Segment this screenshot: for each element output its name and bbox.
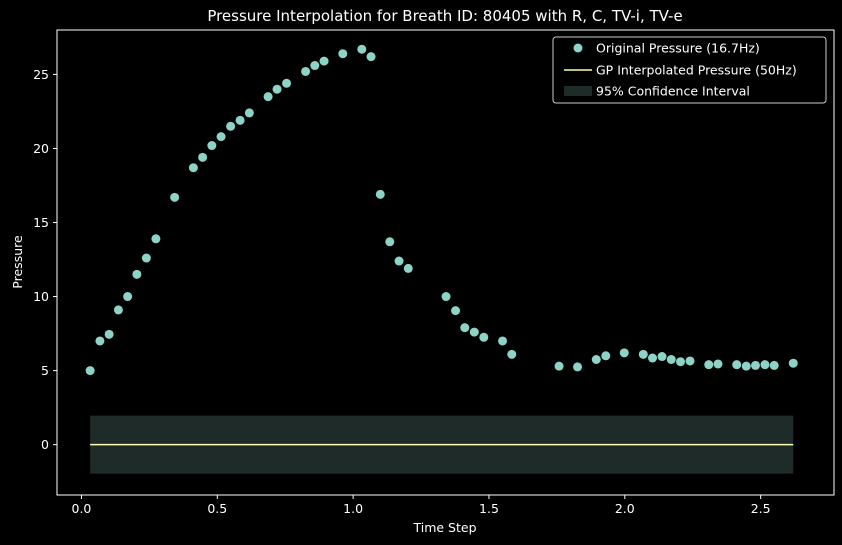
data-point (123, 292, 133, 302)
chart-title: Pressure Interpolation for Breath ID: 80… (207, 7, 682, 25)
data-point (85, 366, 95, 376)
data-point (760, 360, 770, 370)
x-tick-label: 0.0 (72, 501, 92, 516)
y-axis: 0 5 10 15 20 25 (33, 67, 57, 452)
data-point (385, 237, 395, 247)
data-point (226, 121, 236, 131)
data-point (141, 253, 151, 263)
data-point (741, 361, 751, 371)
data-point (95, 336, 105, 346)
data-point (685, 356, 695, 366)
legend: Original Pressure (16.7Hz) GP Interpolat… (552, 36, 827, 104)
data-point (403, 263, 413, 273)
data-point (263, 92, 273, 102)
data-point (788, 358, 798, 368)
legend-label-ci: 95% Confidence Interval (596, 84, 750, 99)
legend-box (552, 36, 827, 104)
y-tick-label: 20 (33, 141, 49, 156)
data-point (750, 360, 760, 370)
legend-label-original: Original Pressure (16.7Hz) (596, 41, 760, 56)
data-point (301, 66, 311, 76)
data-point (235, 115, 245, 125)
data-point (113, 305, 123, 315)
data-point (170, 192, 180, 202)
data-point (216, 132, 226, 142)
x-tick-label: 1.5 (479, 501, 499, 516)
data-point (676, 357, 686, 367)
data-point (554, 361, 564, 371)
data-point (638, 349, 648, 359)
data-point (648, 353, 658, 363)
data-point (151, 234, 161, 244)
x-tick-label: 2.0 (615, 501, 635, 516)
x-axis-label: Time Step (412, 520, 476, 535)
data-point (282, 78, 292, 88)
y-axis-label: Pressure (10, 235, 25, 289)
data-point (469, 327, 479, 337)
data-point (657, 352, 667, 362)
x-axis: 0.0 0.5 1.0 1.5 2.0 2.5 (72, 495, 771, 516)
legend-marker-ci (564, 86, 592, 96)
data-point (198, 152, 208, 162)
data-point (338, 49, 348, 59)
data-point (713, 359, 723, 369)
data-point (207, 141, 217, 151)
data-point (441, 292, 451, 302)
data-point (451, 306, 461, 316)
data-point (498, 336, 508, 346)
data-point (188, 163, 198, 173)
x-tick-label: 2.5 (751, 501, 771, 516)
plot-area (85, 44, 798, 474)
data-point (366, 52, 376, 62)
y-tick-label: 0 (41, 437, 49, 452)
data-point (460, 323, 470, 333)
y-tick-label: 15 (33, 215, 49, 230)
y-tick-label: 25 (33, 67, 49, 82)
data-point (272, 84, 282, 94)
data-point (319, 56, 329, 66)
data-point (769, 360, 779, 370)
data-point (666, 354, 676, 364)
x-tick-label: 0.5 (207, 501, 227, 516)
data-point (732, 360, 742, 370)
data-point (591, 354, 601, 364)
y-tick-label: 10 (33, 289, 49, 304)
data-point (357, 44, 367, 54)
data-point (375, 189, 385, 199)
data-point (619, 348, 629, 358)
data-point (573, 362, 583, 372)
legend-label-gp: GP Interpolated Pressure (50Hz) (596, 63, 797, 78)
data-point (507, 349, 517, 359)
data-point (479, 332, 489, 342)
x-tick-label: 1.0 (343, 501, 363, 516)
data-point (704, 360, 714, 370)
axes-frame (56, 29, 835, 496)
data-point (310, 61, 320, 71)
data-point (104, 329, 114, 339)
y-tick-label: 5 (41, 363, 49, 378)
data-point (132, 269, 142, 279)
legend-marker-original (573, 43, 583, 53)
data-point (601, 351, 611, 361)
data-point (394, 256, 404, 266)
data-point (244, 108, 254, 118)
